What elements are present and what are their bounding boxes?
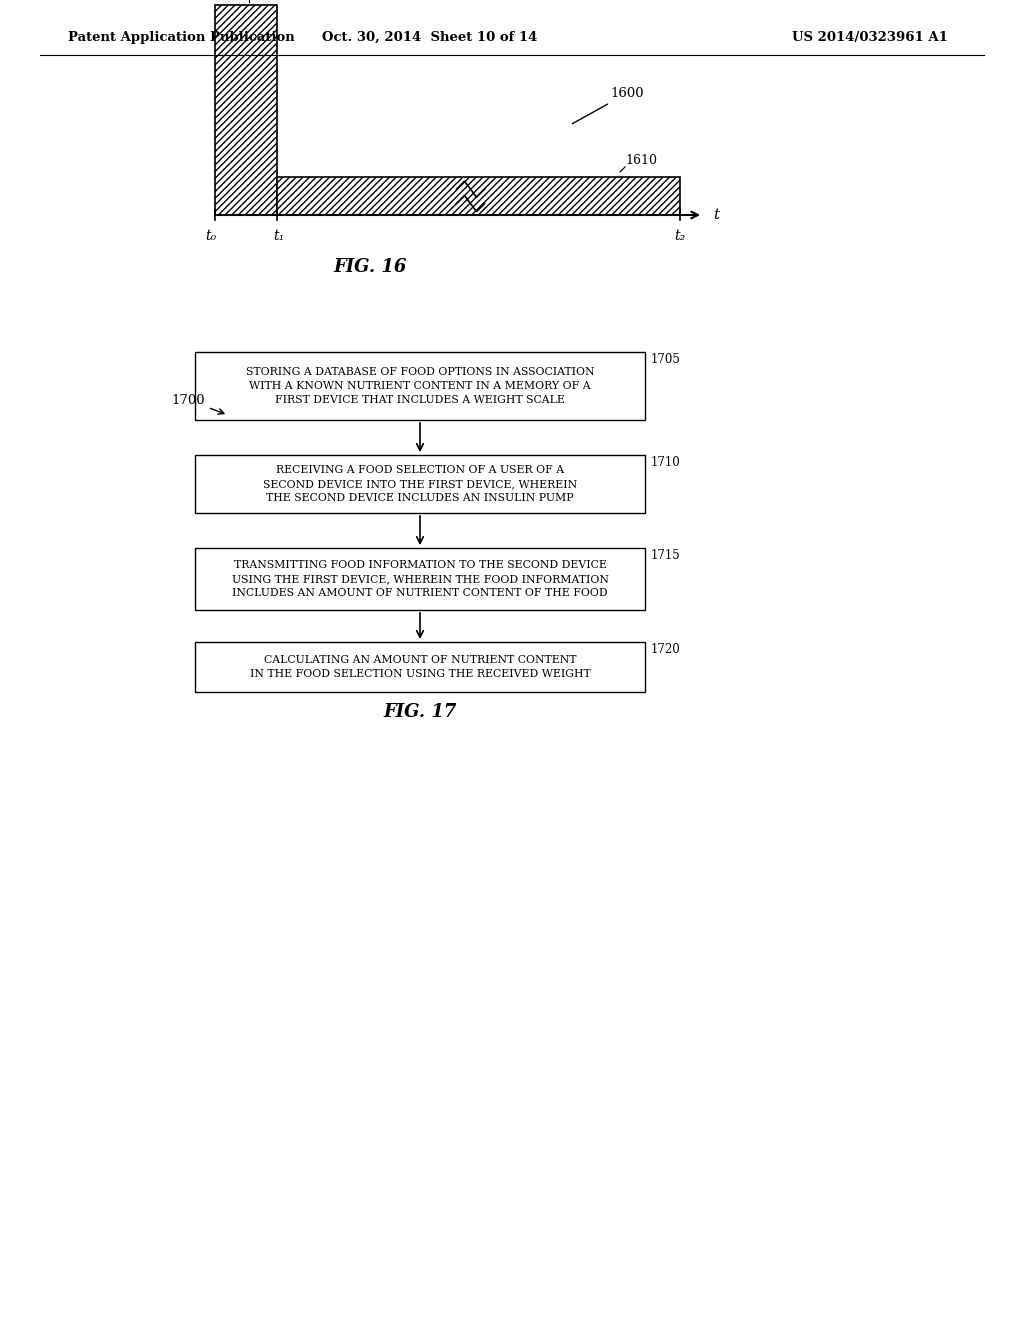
Text: Oct. 30, 2014  Sheet 10 of 14: Oct. 30, 2014 Sheet 10 of 14 [323,30,538,44]
Text: 1700: 1700 [171,393,224,414]
Text: TRANSMITTING FOOD INFORMATION TO THE SECOND DEVICE
USING THE FIRST DEVICE, WHERE: TRANSMITTING FOOD INFORMATION TO THE SEC… [231,560,608,598]
Text: 1710: 1710 [651,455,681,469]
Text: STORING A DATABASE OF FOOD OPTIONS IN ASSOCIATION
WITH A KNOWN NUTRIENT CONTENT : STORING A DATABASE OF FOOD OPTIONS IN AS… [246,367,594,405]
Text: CALCULATING AN AMOUNT OF NUTRIENT CONTENT
IN THE FOOD SELECTION USING THE RECEIV: CALCULATING AN AMOUNT OF NUTRIENT CONTEN… [250,655,591,680]
Text: 1720: 1720 [651,643,681,656]
Bar [215,5,278,215]
Bar [195,352,645,420]
Bar [195,642,645,692]
Text: US 2014/0323961 A1: US 2014/0323961 A1 [792,30,948,44]
Text: FIG. 16: FIG. 16 [334,257,407,276]
Text: t₁: t₁ [273,228,285,243]
Text: FIG. 17: FIG. 17 [383,704,457,721]
Text: 1705: 1705 [651,352,681,366]
Bar [195,548,645,610]
Text: RECEIVING A FOOD SELECTION OF A USER OF A
SECOND DEVICE INTO THE FIRST DEVICE, W: RECEIVING A FOOD SELECTION OF A USER OF … [263,465,578,503]
Text: t: t [713,209,719,222]
Text: Patent Application Publication: Patent Application Publication [68,30,295,44]
Bar [278,177,680,215]
Text: 1600: 1600 [572,87,644,124]
Text: t₂: t₂ [675,228,686,243]
Bar [195,455,645,513]
Text: 1610: 1610 [625,154,657,168]
Text: 1715: 1715 [651,549,681,562]
Text: t₀: t₀ [206,228,217,243]
